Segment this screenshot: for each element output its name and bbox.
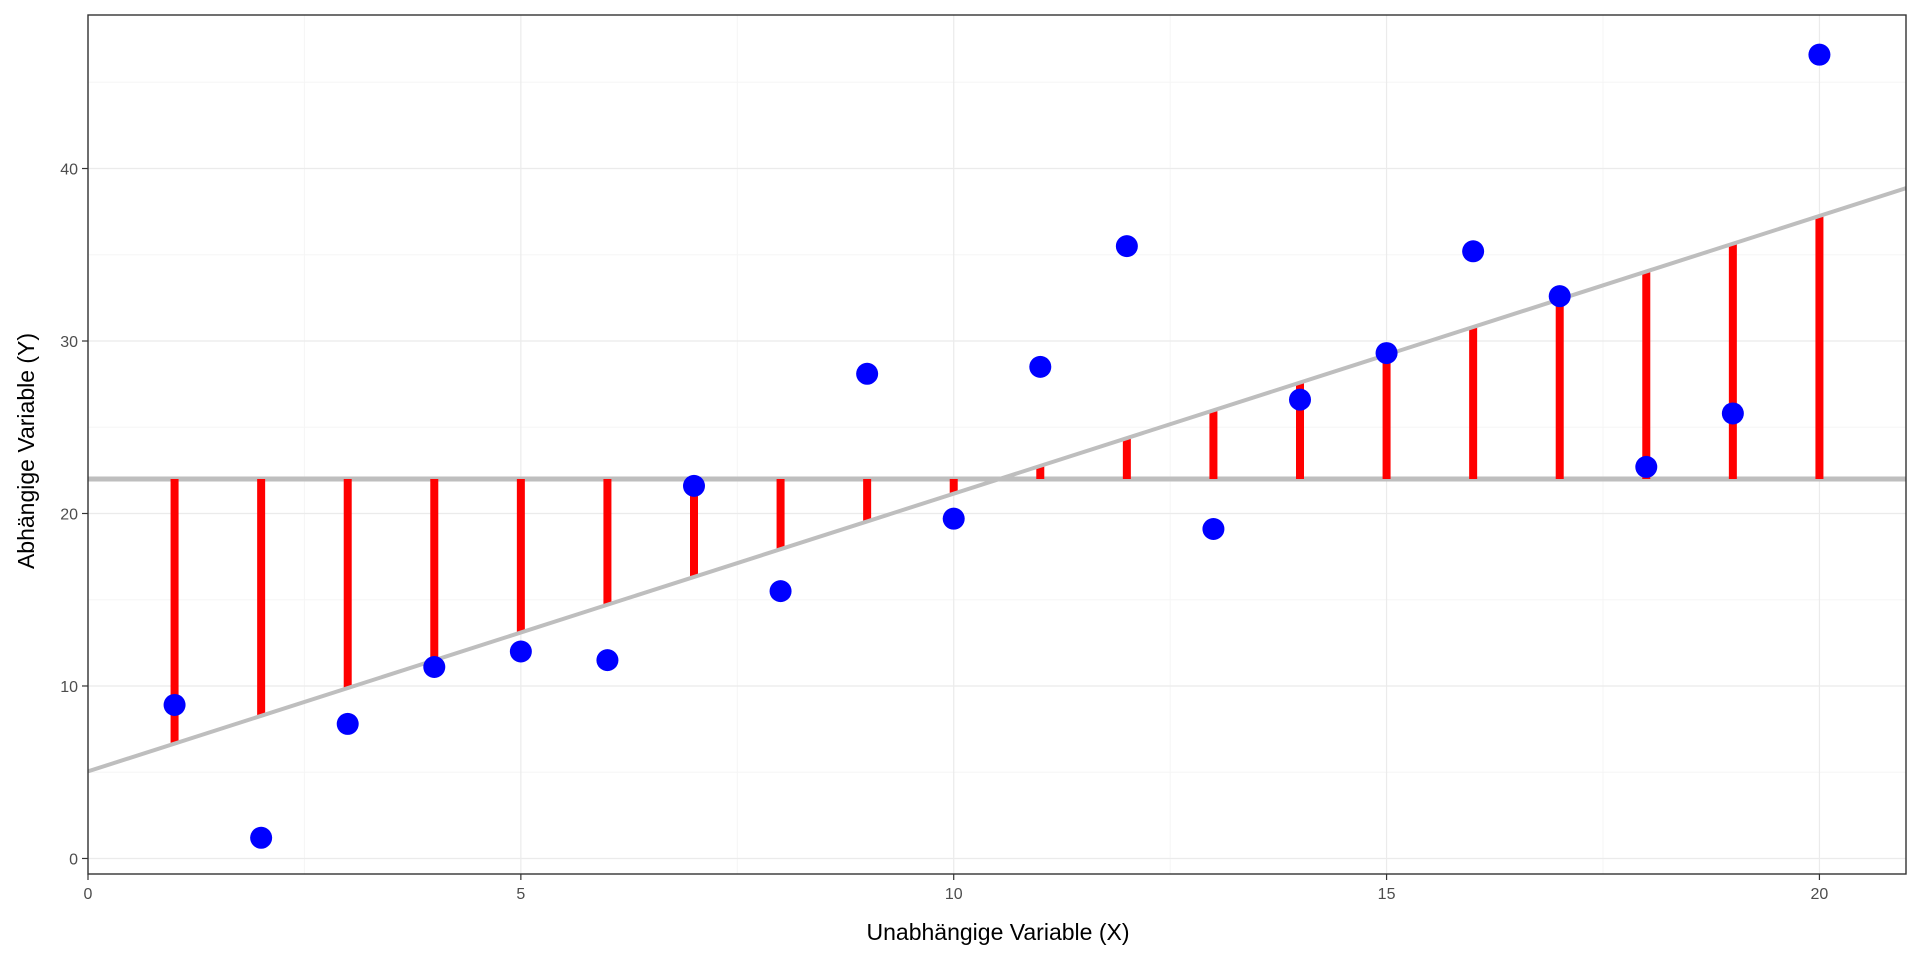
data-point [509, 640, 532, 663]
data-point [1548, 285, 1571, 308]
regression-line [88, 186, 1906, 774]
data-point [1029, 355, 1052, 378]
x-tick-label: 0 [84, 886, 93, 903]
panel-border [87, 14, 1907, 875]
x-tick-label: 10 [945, 886, 963, 903]
data-point [596, 649, 619, 672]
x-tick-label: 5 [516, 886, 525, 903]
x-tick-label: 15 [1378, 886, 1396, 903]
data-point [1375, 342, 1398, 365]
data-point [1115, 235, 1138, 258]
data-point [942, 507, 965, 530]
data-point [423, 656, 446, 679]
x-axis-title: Unabhängige Variable (X) [867, 919, 1130, 945]
data-point [856, 362, 879, 385]
data-point [1635, 455, 1658, 478]
x-axis-ticks: 0 5 10 15 20 [84, 874, 1829, 903]
data-point [683, 474, 705, 497]
data-point [336, 712, 359, 735]
data-point [1462, 240, 1485, 263]
x-tick-label: 20 [1811, 886, 1829, 903]
regression-line-layer [88, 186, 1906, 774]
data-point [1289, 388, 1311, 411]
y-tick-label: 20 [60, 506, 78, 523]
minor-grid [88, 15, 1906, 874]
y-axis-title: Abhängige Variable (Y) [13, 333, 39, 569]
data-point [1808, 43, 1831, 66]
data-point [250, 826, 273, 849]
y-tick-label: 0 [69, 851, 78, 868]
y-tick-label: 30 [60, 334, 78, 351]
data-point [769, 580, 792, 603]
data-point [1202, 518, 1225, 541]
data-points [163, 43, 1831, 849]
data-point [1721, 402, 1744, 425]
residual-segments [170, 215, 1824, 744]
y-tick-label: 10 [60, 679, 78, 696]
y-tick-label: 40 [60, 162, 78, 179]
data-point [163, 693, 186, 716]
y-axis-ticks: 0 10 20 30 40 [60, 162, 88, 868]
